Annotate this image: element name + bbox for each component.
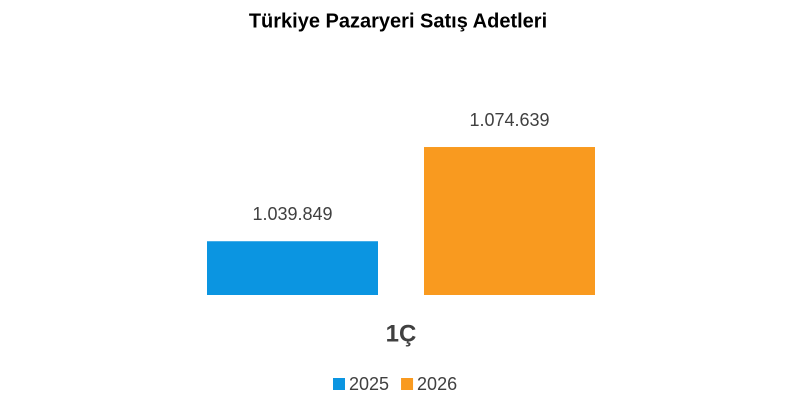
data-label: 1.039.849 (252, 204, 332, 224)
chart-title: Türkiye Pazaryeri Satış Adetleri (249, 10, 547, 32)
bar (207, 241, 378, 295)
legend-swatch (333, 378, 345, 390)
legend-label: 2025 (349, 374, 389, 394)
legend-swatch (401, 378, 414, 390)
x-tick-label: 1Ç (386, 320, 417, 347)
data-label: 1.074.639 (469, 110, 549, 130)
bar (424, 147, 595, 295)
legend-label: 2026 (417, 374, 457, 394)
